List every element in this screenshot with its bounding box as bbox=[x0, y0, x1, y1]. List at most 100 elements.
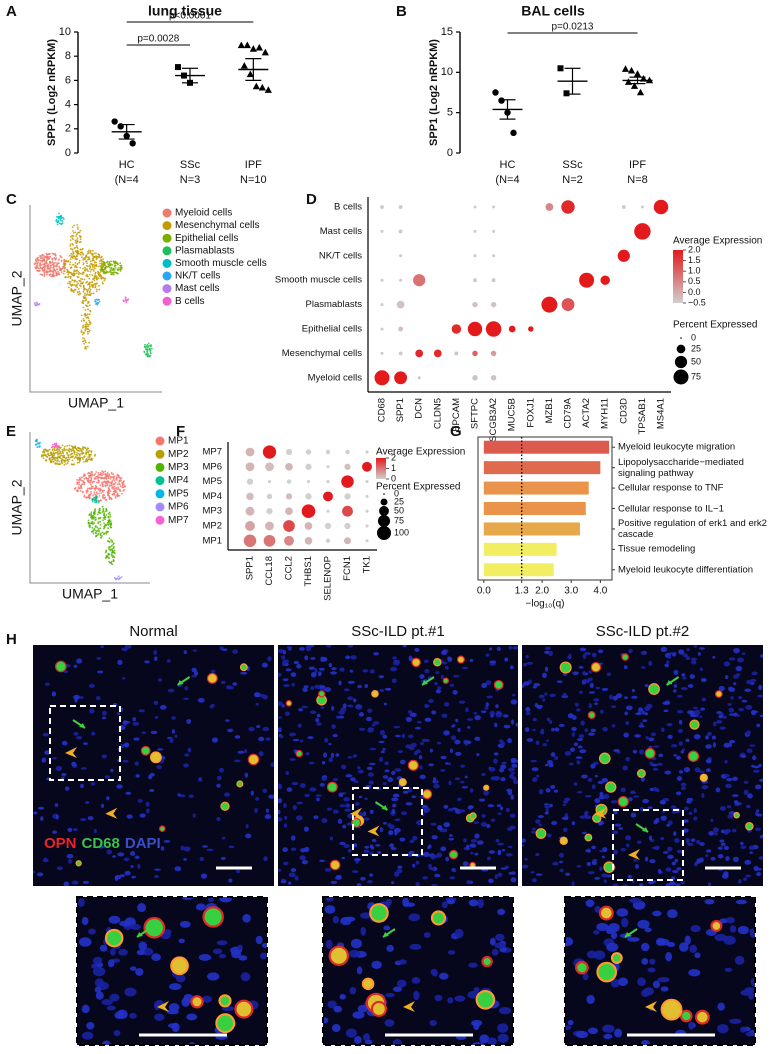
nucleus bbox=[94, 829, 97, 833]
cell-point bbox=[115, 267, 117, 269]
nucleus bbox=[246, 824, 249, 828]
row-label: NK/T cells bbox=[319, 250, 362, 261]
nucleus bbox=[262, 727, 269, 731]
cell-point bbox=[81, 256, 83, 258]
nucleus bbox=[73, 695, 80, 700]
cell-point bbox=[117, 495, 119, 497]
macrophage bbox=[330, 947, 348, 965]
nucleus bbox=[32, 871, 35, 874]
nucleus bbox=[619, 827, 623, 830]
nucleus bbox=[366, 717, 372, 722]
cell-point bbox=[64, 450, 66, 452]
nucleus bbox=[733, 682, 736, 685]
nucleus bbox=[466, 880, 470, 884]
nucleus bbox=[648, 661, 652, 666]
cell-point bbox=[76, 255, 78, 257]
cell-point bbox=[113, 560, 115, 562]
nucleus bbox=[318, 671, 322, 676]
cell-point bbox=[109, 516, 111, 518]
column-label: MZB1 bbox=[544, 398, 555, 423]
cell-point bbox=[81, 331, 83, 333]
nucleus bbox=[278, 716, 282, 718]
nucleus bbox=[744, 732, 748, 735]
cell-point bbox=[102, 532, 104, 534]
nucleus bbox=[532, 828, 536, 830]
cell-point bbox=[150, 345, 152, 347]
nucleus bbox=[499, 1007, 511, 1014]
expression-dot bbox=[562, 298, 575, 311]
nucleus bbox=[664, 770, 671, 774]
nucleus bbox=[694, 808, 697, 813]
nucleus bbox=[310, 710, 317, 713]
data-point bbox=[564, 90, 570, 96]
cell-point bbox=[66, 452, 68, 454]
cell-point bbox=[58, 463, 60, 465]
nucleus bbox=[724, 760, 727, 764]
cell-point bbox=[145, 346, 147, 348]
nucleus bbox=[714, 832, 717, 835]
nucleus bbox=[729, 1019, 741, 1024]
row-label: Plasmablasts bbox=[306, 299, 363, 310]
cell-point bbox=[67, 283, 69, 285]
nucleus bbox=[525, 707, 530, 712]
cell-point bbox=[89, 274, 91, 276]
x-tick-label: SSc bbox=[562, 159, 583, 171]
nucleus bbox=[394, 818, 400, 821]
cell-point bbox=[107, 472, 109, 474]
cell-point bbox=[98, 256, 100, 258]
cell-point bbox=[72, 455, 74, 457]
cell-point bbox=[58, 213, 60, 215]
nucleus bbox=[751, 710, 756, 715]
nucleus bbox=[489, 660, 496, 663]
cell-point bbox=[60, 457, 62, 459]
nucleus bbox=[73, 732, 78, 736]
cell-point bbox=[87, 276, 89, 278]
nucleus bbox=[563, 828, 568, 833]
nucleus bbox=[509, 774, 514, 779]
nucleus bbox=[417, 721, 422, 724]
color-bar bbox=[376, 458, 386, 479]
nucleus bbox=[100, 945, 108, 952]
nucleus bbox=[96, 657, 101, 660]
nucleus bbox=[628, 797, 633, 801]
nucleus bbox=[217, 776, 222, 781]
nucleus bbox=[548, 651, 553, 656]
nucleus bbox=[666, 723, 672, 726]
nucleus bbox=[728, 703, 732, 706]
nucleus bbox=[440, 756, 446, 759]
nucleus bbox=[492, 949, 499, 956]
cell-point bbox=[75, 232, 77, 234]
nucleus bbox=[382, 735, 387, 739]
cell-point bbox=[100, 527, 102, 529]
nucleus bbox=[91, 732, 95, 736]
nucleus bbox=[123, 760, 129, 763]
nucleus bbox=[198, 779, 203, 782]
nucleus bbox=[660, 816, 666, 821]
nucleus bbox=[424, 807, 430, 812]
nucleus bbox=[310, 686, 314, 690]
cell-point bbox=[67, 457, 69, 459]
cell-point bbox=[87, 251, 89, 253]
column-label: CCL2 bbox=[284, 556, 295, 580]
p-value: p=0.0213 bbox=[552, 22, 594, 33]
y-tick-label: 4 bbox=[65, 99, 71, 111]
cell-point bbox=[96, 283, 98, 285]
cell-point bbox=[148, 343, 150, 345]
nucleus bbox=[700, 668, 703, 671]
nucleus bbox=[293, 805, 297, 810]
cell-point bbox=[83, 496, 85, 498]
nucleus bbox=[328, 663, 332, 667]
cell-point bbox=[105, 477, 107, 479]
nucleus bbox=[497, 909, 505, 915]
nucleus bbox=[526, 662, 533, 665]
nucleus bbox=[402, 643, 406, 647]
nucleus bbox=[694, 734, 701, 739]
nucleus bbox=[429, 1020, 437, 1026]
nucleus bbox=[402, 734, 405, 739]
cell-point bbox=[70, 261, 72, 263]
expression-dot bbox=[284, 536, 294, 546]
nucleus bbox=[637, 977, 646, 986]
cell-point bbox=[47, 268, 49, 270]
nucleus bbox=[533, 686, 537, 689]
nucleus bbox=[690, 674, 695, 679]
